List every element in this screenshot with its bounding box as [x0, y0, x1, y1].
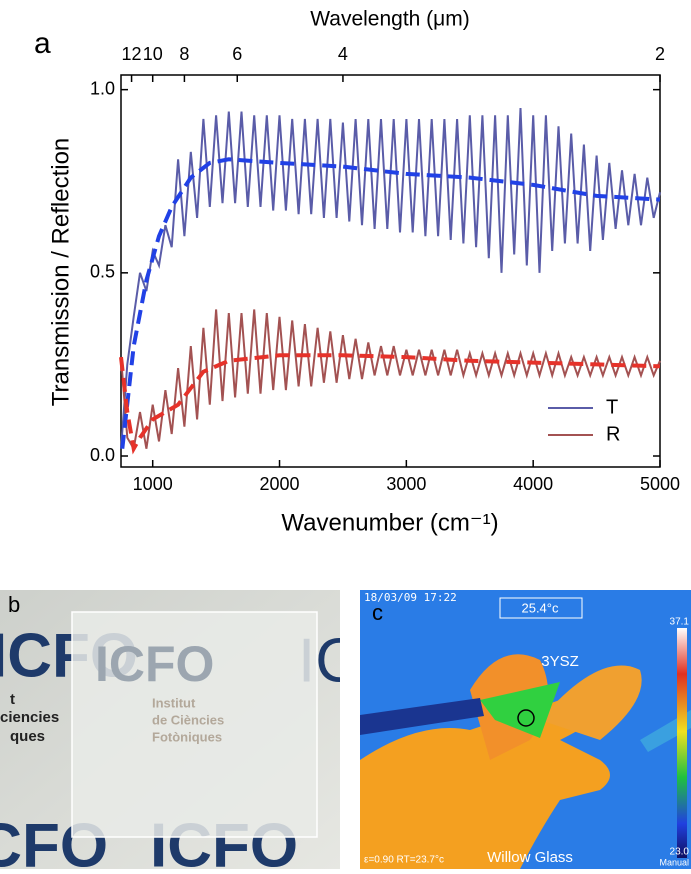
fit-line	[119, 353, 661, 455]
logo-subtext: Fotòniques	[152, 729, 222, 744]
legend-label: R	[606, 423, 620, 445]
timestamp: 18/03/09 17:22	[364, 591, 457, 604]
x2-tick-label: 8	[179, 44, 189, 64]
sample-label: 3YSZ	[541, 653, 579, 670]
x-tick-label: 1000	[133, 474, 173, 494]
spot-temperature: 25.4°c	[521, 600, 559, 615]
logo-subtext: de Ciències	[152, 712, 224, 727]
x-tick-label: 2000	[260, 474, 300, 494]
glass-sample	[71, 611, 318, 838]
y-tick-label: 1.0	[90, 78, 115, 98]
fit-line	[120, 157, 661, 449]
scale-max: 37.1	[670, 617, 690, 628]
y-tick-label: 0.0	[90, 445, 115, 465]
x-tick-label: 5000	[640, 474, 680, 494]
substrate-label: Willow Glass	[487, 849, 573, 866]
y-tick-label: 0.5	[90, 262, 115, 282]
tweezer	[360, 698, 484, 735]
logo-subtext: Institut	[152, 695, 196, 710]
y-axis-label: Transmission / Reflection	[47, 138, 74, 407]
edge-text: ciencies	[0, 709, 59, 726]
data-line	[120, 309, 661, 452]
panel-label: a	[34, 27, 51, 60]
x2-tick-label: 10	[143, 44, 163, 64]
finger	[540, 665, 642, 740]
x-tick-label: 4000	[513, 474, 553, 494]
sample	[480, 682, 560, 738]
spot-box	[499, 597, 583, 619]
x2-axis-label: Wavelength (μm)	[310, 8, 470, 31]
plot-frame	[120, 74, 661, 468]
edge-text: t	[10, 691, 15, 708]
x2-tick-label: 2	[655, 44, 665, 64]
color-scale	[677, 628, 687, 858]
mode: Manual	[659, 857, 689, 867]
data-line	[120, 107, 661, 449]
photo-c: 18/03/09 17:22 25.4°c 3YSZ Willow Glass …	[360, 590, 691, 869]
x-axis-label: Wavenumber (cm⁻¹)	[281, 509, 498, 536]
x-tick-label: 3000	[386, 474, 426, 494]
panel-label: b	[8, 592, 20, 617]
photo-b: ICFO t ciencies ques ICFO ICFO ICFO ICFO…	[0, 590, 340, 869]
parameters: ε=0.90 RT=23.7°c	[364, 855, 444, 866]
x2-tick-label: 12	[122, 44, 142, 64]
crosshair	[517, 709, 535, 727]
x2-tick-label: 6	[232, 44, 242, 64]
edge-text: ques	[10, 728, 45, 745]
logo-text: ICFO	[95, 636, 214, 692]
x2-tick-label: 4	[338, 44, 348, 64]
scale-min: 23.0	[670, 847, 690, 858]
hand	[360, 696, 610, 869]
panel-label: c	[372, 600, 383, 625]
legend-label: T	[606, 396, 618, 418]
